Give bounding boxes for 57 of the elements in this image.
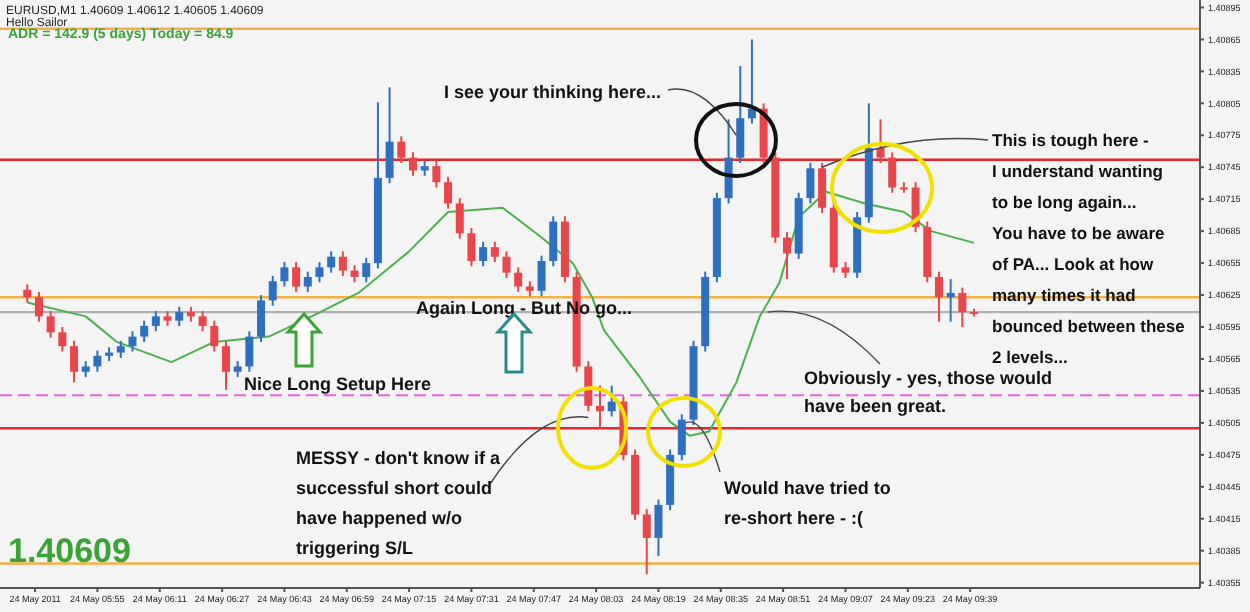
candlestick	[23, 283, 32, 304]
candlestick	[58, 326, 67, 353]
candlestick	[607, 384, 616, 418]
candlestick	[175, 305, 184, 327]
annotation: I see your thinking here...	[444, 82, 662, 102]
candlestick	[596, 384, 604, 430]
annotation: Obviously - yes, those would have been great.	[804, 368, 1053, 416]
candlestick	[210, 319, 219, 353]
candlestick	[280, 261, 289, 288]
candlestick	[338, 250, 347, 277]
candlestick	[408, 151, 417, 177]
candlestick	[327, 250, 336, 274]
candlestick	[93, 349, 102, 373]
candlestick	[455, 197, 464, 240]
candlestick	[876, 118, 885, 164]
candlestick	[221, 339, 230, 391]
annotation: 1.40609	[8, 532, 131, 570]
candlestick	[806, 161, 815, 205]
candlestick	[444, 175, 453, 210]
candlestick	[584, 360, 593, 413]
candlestick	[549, 215, 558, 268]
candlestick	[257, 294, 266, 343]
candlestick	[677, 413, 686, 462]
candlestick	[514, 266, 523, 293]
candlestick	[397, 135, 406, 164]
candlestick	[34, 290, 43, 323]
candlestick	[736, 65, 745, 164]
candlestick	[292, 261, 301, 293]
candlestick	[140, 319, 149, 343]
candlestick	[490, 240, 499, 264]
candlestick	[502, 250, 511, 280]
candlestick	[151, 310, 160, 333]
candlestick	[783, 231, 792, 281]
candlestick	[70, 339, 79, 384]
candlestick	[946, 278, 955, 323]
candlestick	[958, 286, 967, 329]
candlestick	[245, 330, 254, 373]
candlestick	[642, 508, 651, 576]
candlestick	[479, 240, 488, 268]
candlestick	[654, 498, 663, 558]
candlestick	[303, 270, 312, 293]
candlestick	[537, 254, 546, 298]
annotation: Would have tried to re-short here - :(	[724, 478, 892, 528]
candlestick	[362, 256, 371, 284]
candlestick	[432, 159, 441, 189]
annotation: Nice Long Setup Here	[244, 374, 432, 394]
candlestick	[385, 86, 394, 185]
candlestick	[467, 226, 476, 268]
candlestick	[315, 261, 324, 284]
candlestick	[268, 274, 277, 307]
candlestick	[46, 310, 55, 339]
candlestick	[128, 330, 137, 353]
candlestick	[934, 270, 943, 323]
candlestick	[818, 161, 827, 215]
annotation: MESSY - don't know if a successful short could have happened w/o triggering S/L	[296, 448, 502, 558]
candlestick	[198, 310, 207, 333]
candlestick	[888, 151, 897, 194]
